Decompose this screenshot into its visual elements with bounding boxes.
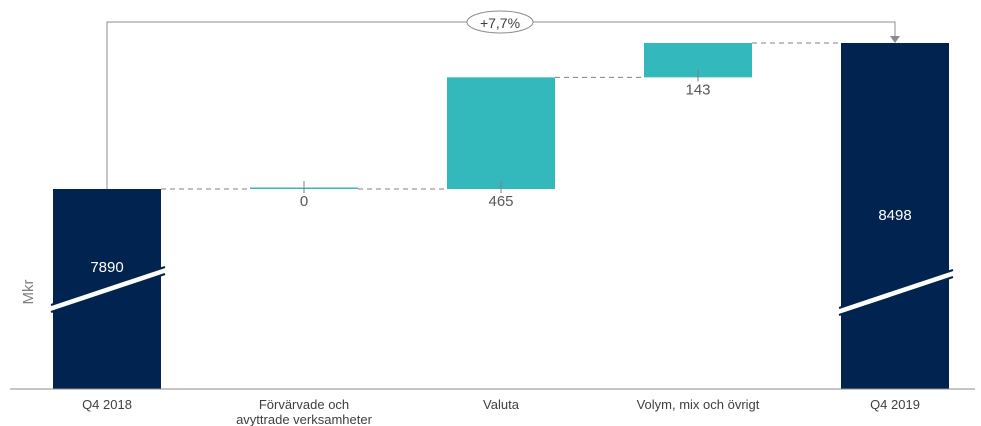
- connector-lines: [161, 42, 841, 190]
- axis-break-line-top-4: [838, 269, 954, 309]
- axis-break-line-bottom-4: [838, 276, 954, 316]
- axis-break-line-bottom-0: [50, 273, 166, 313]
- bars: [53, 43, 949, 389]
- axis-break-gap-0: [51, 267, 165, 312]
- category-label-1-0: Förvärvade och: [259, 397, 349, 412]
- category-label-3-0: Volym, mix och övrigt: [637, 397, 760, 412]
- axis-break-marks: [50, 266, 954, 316]
- total-change-bracket: +7,7%: [106, 10, 900, 189]
- value-label-3: 143: [685, 81, 710, 98]
- category-label-0-0: Q4 2018: [82, 397, 132, 412]
- category-label-2-0: Valuta: [483, 397, 520, 412]
- value-labels: 7890 0 465 143 8498: [90, 69, 912, 276]
- change-badge: [466, 10, 534, 34]
- value-label-4: 8498: [878, 207, 911, 224]
- y-axis-label: Mkr: [20, 280, 37, 305]
- axis-break-gap-4: [839, 270, 953, 315]
- category-label-4-0: Q4 2019: [870, 397, 920, 412]
- bar-2: [447, 77, 555, 189]
- bracket-arrowhead: [890, 36, 900, 43]
- bar-4: [841, 43, 949, 389]
- change-badge-text: +7,7%: [480, 15, 520, 31]
- value-label-2: 465: [488, 193, 513, 210]
- value-label-1: 0: [300, 193, 308, 210]
- axis-break-line-top-0: [50, 266, 166, 306]
- value-label-0: 7890: [90, 259, 123, 276]
- category-label-1-1: avyttrade verksamheter: [236, 412, 373, 426]
